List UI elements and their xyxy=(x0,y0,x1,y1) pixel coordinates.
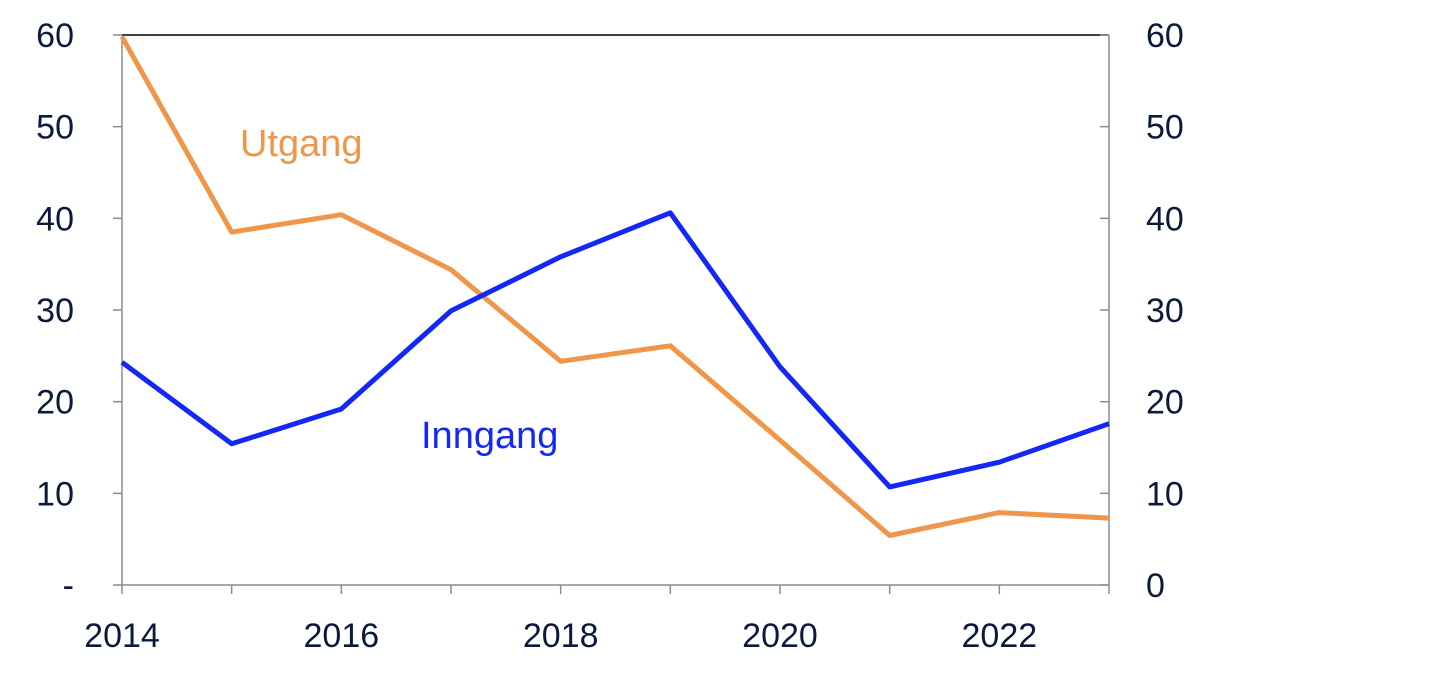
y-tick-label-right: 0 xyxy=(1146,567,1165,605)
y-tick-label-left: 10 xyxy=(36,475,74,513)
x-tick-label: 2018 xyxy=(523,617,599,655)
x-tick-label: 2016 xyxy=(304,617,380,655)
y-tick-label-right: 50 xyxy=(1146,109,1184,147)
y-tick-label-right: 30 xyxy=(1146,292,1184,330)
series-label-utgang: Utgang xyxy=(240,123,363,165)
chart-labels: Utgang Inngang xyxy=(240,123,558,457)
x-tick-label: 2022 xyxy=(962,617,1038,655)
series-label-inngang: Inngang xyxy=(421,415,558,457)
chart-series xyxy=(119,35,1110,538)
y-tick-label-left: 20 xyxy=(36,384,74,422)
y-tick-label-right: 60 xyxy=(1146,17,1184,55)
series-line-inngang xyxy=(120,210,1110,490)
y-tick-label-right: 20 xyxy=(1146,384,1184,422)
y-tick-label-left: 30 xyxy=(36,292,74,330)
series-line-utgang xyxy=(119,35,1110,538)
x-tick-label: 2014 xyxy=(84,617,160,655)
x-tick-label: 2020 xyxy=(742,617,818,655)
y-tick-label-left: 40 xyxy=(36,200,74,238)
y-tick-label-left: - xyxy=(63,567,74,605)
y-tick-label-left: 50 xyxy=(36,109,74,147)
y-tick-label-right: 40 xyxy=(1146,200,1184,238)
y-tick-label-right: 10 xyxy=(1146,475,1184,513)
y-tick-label-left: 60 xyxy=(36,17,74,55)
